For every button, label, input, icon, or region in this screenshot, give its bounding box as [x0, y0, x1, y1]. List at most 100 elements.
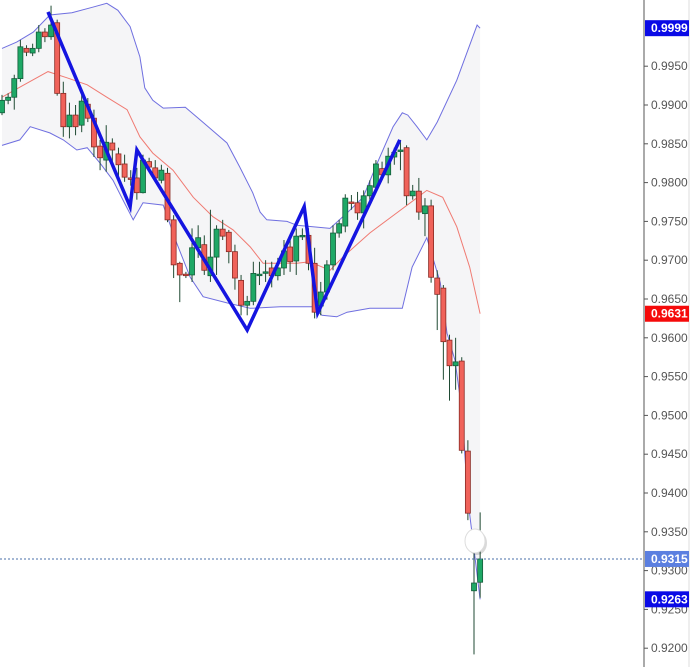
- candle-body-up: [78, 100, 85, 126]
- candle: [287, 236, 294, 272]
- candle: [415, 177, 422, 220]
- candle: [342, 194, 349, 233]
- candle-body-up: [342, 197, 349, 227]
- drag-handle[interactable]: [464, 528, 487, 555]
- candle-body-up: [256, 273, 263, 277]
- candle-body-up: [0, 99, 5, 114]
- tick-label: 0.9900: [651, 98, 688, 112]
- candle: [464, 440, 471, 521]
- candle-body-down: [287, 246, 294, 263]
- candle-body-down: [434, 277, 441, 295]
- candle: [66, 102, 73, 139]
- candle-body-up: [17, 46, 24, 80]
- candle: [348, 195, 355, 210]
- candle-body-down: [121, 163, 128, 178]
- candle-body-down: [60, 92, 67, 128]
- candle-body-up: [66, 114, 73, 128]
- tick-label: 0.9950: [651, 59, 688, 73]
- candle: [5, 93, 12, 105]
- price-axis[interactable]: 0.9950 0.9900 0.9850 0.9800 0.9750 0.9700 0.96…: [644, 20, 689, 655]
- tick-label: 0.9350: [651, 525, 688, 539]
- tick-label: 0.9550: [651, 370, 688, 384]
- candle: [452, 337, 459, 390]
- candle-body-down: [176, 262, 183, 276]
- candle-body-down: [54, 22, 61, 94]
- candle-body-up: [422, 205, 428, 215]
- candle-body-down: [219, 228, 226, 237]
- tick-label: 0.9650: [651, 292, 688, 306]
- candle: [0, 94, 5, 116]
- candle-body-down: [23, 47, 30, 53]
- price-marker-label: 0.9631: [651, 307, 688, 321]
- candle: [170, 215, 177, 279]
- tick-label: 0.9200: [651, 641, 688, 655]
- candle-body-up: [158, 169, 165, 181]
- candle: [262, 260, 269, 282]
- candle: [182, 271, 189, 279]
- candle: [238, 274, 244, 316]
- candle: [434, 270, 441, 331]
- candle: [29, 43, 36, 57]
- price-marker-bg: [645, 591, 689, 608]
- tick-label: 0.9750: [651, 214, 688, 228]
- candle-body-down: [133, 177, 140, 194]
- candle: [330, 225, 336, 271]
- candle-body-up: [189, 247, 195, 276]
- tick-label: 0.9400: [651, 486, 688, 500]
- candle: [176, 261, 183, 303]
- candle-body-down: [42, 31, 48, 38]
- candle-body-up: [452, 361, 459, 367]
- price-marker-badge: 0.9263: [645, 591, 689, 608]
- candle-body-up: [213, 228, 220, 258]
- candle-body-down: [232, 251, 238, 279]
- candle: [336, 219, 343, 238]
- candle: [72, 105, 79, 136]
- price-marker-bg: [645, 20, 689, 37]
- candle-body-down: [225, 231, 232, 253]
- candle: [213, 225, 220, 275]
- candle: [23, 45, 30, 57]
- candle: [366, 180, 373, 200]
- price-marker-badge: 0.9631: [645, 305, 689, 322]
- tick-label: 0.9600: [651, 331, 688, 345]
- price-marker-label: 0.9263: [651, 592, 688, 606]
- candle: [11, 74, 18, 110]
- candle: [422, 198, 428, 237]
- candle: [428, 199, 435, 283]
- upper-band-line: [1, 2, 481, 229]
- candle-body-down: [182, 273, 189, 277]
- candle: [256, 261, 263, 286]
- candle-body-down: [428, 205, 435, 278]
- price-marker-label: 0.9999: [651, 21, 688, 35]
- drag-handle-circle[interactable]: [464, 528, 486, 554]
- candle-body-up: [330, 232, 336, 266]
- zigzag-polyline: [46, 11, 402, 334]
- candle-body-up: [397, 149, 404, 152]
- candle: [60, 81, 67, 137]
- candle-body-up: [35, 31, 42, 49]
- candle-body-down: [72, 114, 79, 128]
- candle-body-up: [409, 190, 416, 197]
- candle-body-up: [299, 234, 306, 238]
- candle-body-up: [471, 582, 477, 592]
- tick-label: 0.9450: [651, 447, 688, 461]
- candle-body-down: [109, 142, 116, 151]
- candle-body-up: [244, 300, 251, 306]
- candle: [446, 334, 453, 401]
- candle: [232, 244, 238, 290]
- candle: [219, 219, 226, 241]
- candle-body-up: [477, 558, 484, 583]
- candle: [293, 228, 300, 275]
- candle: [471, 539, 477, 655]
- tick-label: 0.9500: [651, 408, 688, 422]
- candle-body-down: [97, 145, 103, 159]
- candle-body-up: [262, 271, 269, 274]
- candle: [354, 191, 361, 220]
- tick-label: 0.9300: [651, 564, 688, 578]
- tick-label: 0.9800: [651, 176, 688, 190]
- price-marker-label: 0.9315: [651, 552, 688, 566]
- candle-body-up: [250, 272, 257, 302]
- candle-body-down: [440, 287, 447, 343]
- candle: [397, 139, 404, 171]
